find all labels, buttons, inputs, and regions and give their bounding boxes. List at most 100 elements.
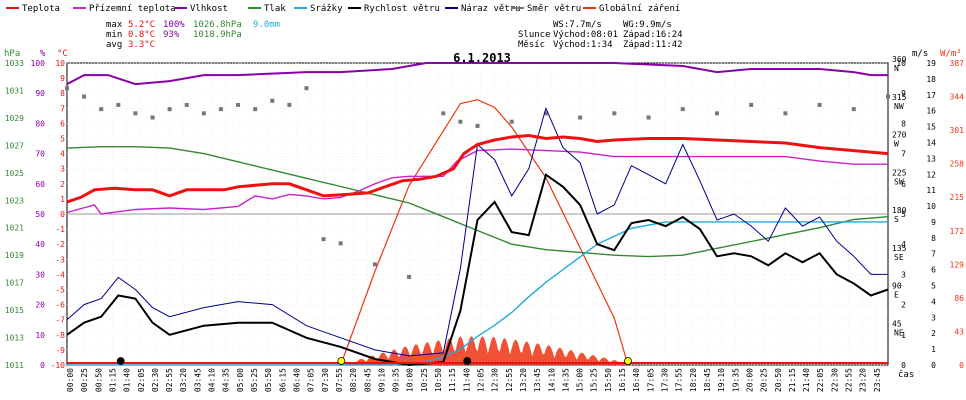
tick-time: 22:30 xyxy=(830,368,839,392)
moon-label: Měsíc xyxy=(518,40,545,50)
tick-wm2: 258 xyxy=(950,160,965,169)
tick-time: 02:05 xyxy=(137,368,146,392)
tick-ms-right: 11 xyxy=(926,186,936,195)
tick-time: 04:10 xyxy=(208,368,217,392)
tick-dir-name: N xyxy=(894,64,899,73)
tick-degc: 4 xyxy=(60,150,65,159)
tick-hpa: 1019 xyxy=(5,251,24,260)
sun-set: Západ:16:24 xyxy=(623,30,683,40)
direction-point xyxy=(817,102,822,107)
tick-time: 01:15 xyxy=(108,368,117,392)
legend-label: Srážky xyxy=(310,4,343,14)
tick-time: 00:50 xyxy=(94,368,103,392)
direction-point xyxy=(99,107,104,112)
moonset-marker xyxy=(463,357,472,365)
sun-label: Slunce xyxy=(518,30,551,40)
tick-pct: 80 xyxy=(35,119,45,128)
tick-hpa: 1025 xyxy=(5,169,24,178)
tick-time: 04:35 xyxy=(222,368,231,392)
tick-ms-right: 19 xyxy=(926,59,936,68)
tick-dir-deg: 180 xyxy=(892,206,907,215)
tick-dir-name: W xyxy=(894,140,899,149)
legend-item: Tlak xyxy=(248,4,286,14)
tick-dir-deg: 90 xyxy=(892,282,902,291)
unit-degc: °C xyxy=(57,49,68,59)
tick-time: 12:30 xyxy=(491,368,500,392)
sunrise-marker xyxy=(337,357,346,365)
legend-item: Směr větru xyxy=(511,4,581,14)
plot-area xyxy=(65,62,890,367)
radiation-area xyxy=(340,336,629,365)
legend-label: Tlak xyxy=(264,4,286,14)
direction-point xyxy=(338,241,343,246)
direction-point xyxy=(509,119,514,124)
tick-time: 20:50 xyxy=(774,368,783,392)
tick-time: 00:00 xyxy=(66,368,75,392)
tick-ms-left: 9 xyxy=(901,89,906,98)
tick-degc: 0 xyxy=(60,210,65,219)
tick-time: 13:45 xyxy=(533,368,542,392)
direction-point xyxy=(82,94,87,99)
tick-ms-right: 4 xyxy=(931,297,936,306)
tick-degc: -1 xyxy=(55,225,65,234)
series-Vlhkost xyxy=(66,62,888,86)
stat-avg-temp: 3.3°C xyxy=(128,40,155,50)
tick-time: 11:15 xyxy=(448,368,457,392)
unit-time: čas xyxy=(898,369,914,380)
direction-point xyxy=(886,94,890,99)
chart-title: 6.1.2013 xyxy=(453,51,511,65)
tick-degc: -3 xyxy=(55,255,65,264)
tick-time: 06:15 xyxy=(278,368,287,392)
tick-pct: 0 xyxy=(40,361,45,370)
tick-hpa: 1021 xyxy=(5,224,24,233)
tick-degc: -6 xyxy=(55,301,65,310)
direction-point xyxy=(184,102,189,107)
legend-label: Rychlost větru xyxy=(364,4,440,14)
legend-item: Globální záření xyxy=(583,4,680,14)
tick-time: 17:05 xyxy=(646,368,655,392)
tick-time: 07:55 xyxy=(335,368,344,392)
tick-time: 18:45 xyxy=(703,368,712,392)
direction-point xyxy=(201,111,206,116)
direction-point xyxy=(372,262,377,267)
direction-point xyxy=(150,115,155,120)
tick-dir-deg: 360 xyxy=(892,55,907,64)
tick-ms-left: 10 xyxy=(896,59,906,68)
wind-speed-info: WS:7.7m/s xyxy=(553,20,602,30)
tick-time: 20:00 xyxy=(745,368,754,392)
tick-degc: -7 xyxy=(55,316,65,325)
wind-gust-info: WG:9.9m/s xyxy=(623,20,672,30)
direction-point xyxy=(646,115,651,120)
direction-point xyxy=(321,237,326,242)
tick-time: 10:50 xyxy=(434,368,443,392)
tick-time: 18:20 xyxy=(689,368,698,392)
tick-time: 15:25 xyxy=(590,368,599,392)
direction-point xyxy=(543,111,548,116)
tick-dir-name: SE xyxy=(894,253,904,262)
direction-point xyxy=(167,107,172,112)
sun-rise: Východ:08:01 xyxy=(553,30,618,40)
stat-max-temp: 5.2°C xyxy=(128,20,155,30)
direction-point xyxy=(253,107,258,112)
tick-ms-left: 4 xyxy=(901,240,906,249)
tick-degc: 8 xyxy=(60,89,65,98)
legend-label: Přízemní teplota xyxy=(89,4,176,14)
series-Srážky xyxy=(67,221,888,366)
tick-pct: 100 xyxy=(31,59,46,68)
series-gust xyxy=(66,106,888,357)
tick-time: 23:45 xyxy=(873,368,882,392)
tick-hpa: 1029 xyxy=(5,114,24,123)
direction-point xyxy=(749,102,754,107)
tick-ms-right: 0 xyxy=(931,361,936,370)
tick-hpa: 1011 xyxy=(5,361,24,370)
tick-degc: 1 xyxy=(60,195,65,204)
tick-time: 09:10 xyxy=(377,368,386,392)
direction-point xyxy=(714,111,719,116)
stat-min-temp: 0.8°C xyxy=(128,30,155,40)
tick-dir-name: NW xyxy=(894,102,904,111)
tick-time: 08:20 xyxy=(349,368,358,392)
tick-hpa: 1017 xyxy=(5,279,24,288)
legend: Teplota Přízemní teplota Vlhkost Tlak Srážky… xyxy=(6,4,680,14)
tick-time: 11:40 xyxy=(462,368,471,392)
